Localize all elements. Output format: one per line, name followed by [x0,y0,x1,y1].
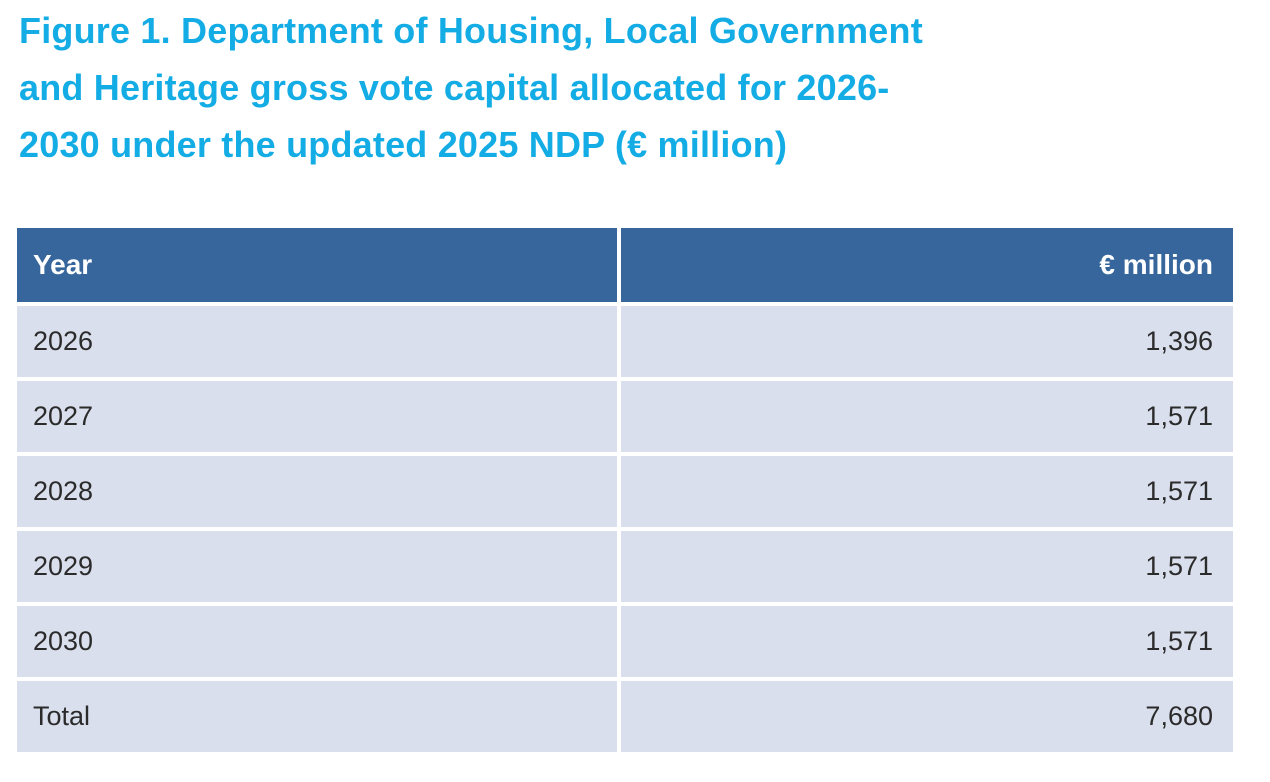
table-cell-year: 2026 [17,306,617,377]
table-cell-year: 2028 [17,456,617,527]
table-cell-total-value: 7,680 [621,681,1233,752]
allocation-table: Year € million 2026 1,396 2027 1,571 202… [17,228,1233,752]
figure-title-line-3: 2030 under the updated 2025 NDP (€ milli… [19,124,788,165]
table-cell-value: 1,571 [621,381,1233,452]
table-header-amount: € million [621,228,1233,302]
table-cell-year: 2030 [17,606,617,677]
figure-title-line-1: Figure 1. Department of Housing, Local G… [19,10,923,51]
table-cell-value: 1,571 [621,606,1233,677]
table-cell-value: 1,571 [621,531,1233,602]
table-cell-total-label: Total [17,681,617,752]
table-header-year: Year [17,228,617,302]
figure-title-line-2: and Heritage gross vote capital allocate… [19,67,890,108]
table-cell-value: 1,571 [621,456,1233,527]
table-cell-year: 2029 [17,531,617,602]
figure-title: Figure 1. Department of Housing, Local G… [19,2,1259,173]
table-cell-value: 1,396 [621,306,1233,377]
table-cell-year: 2027 [17,381,617,452]
